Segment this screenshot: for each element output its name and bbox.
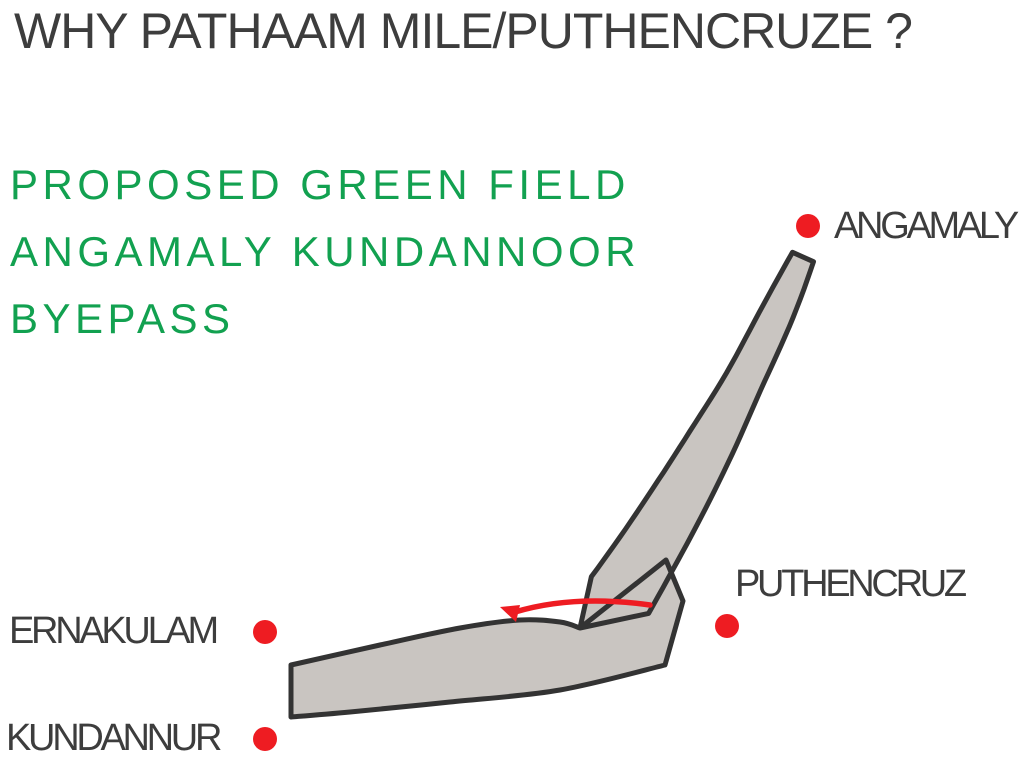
svg-text:KUNDANNUR: KUNDANNUR [6, 717, 221, 759]
svg-text:ANGAMALY: ANGAMALY [834, 205, 1019, 247]
svg-text:ERNAKULAM: ERNAKULAM [9, 610, 216, 652]
svg-text:PUTHENCRUZ: PUTHENCRUZ [735, 563, 967, 605]
